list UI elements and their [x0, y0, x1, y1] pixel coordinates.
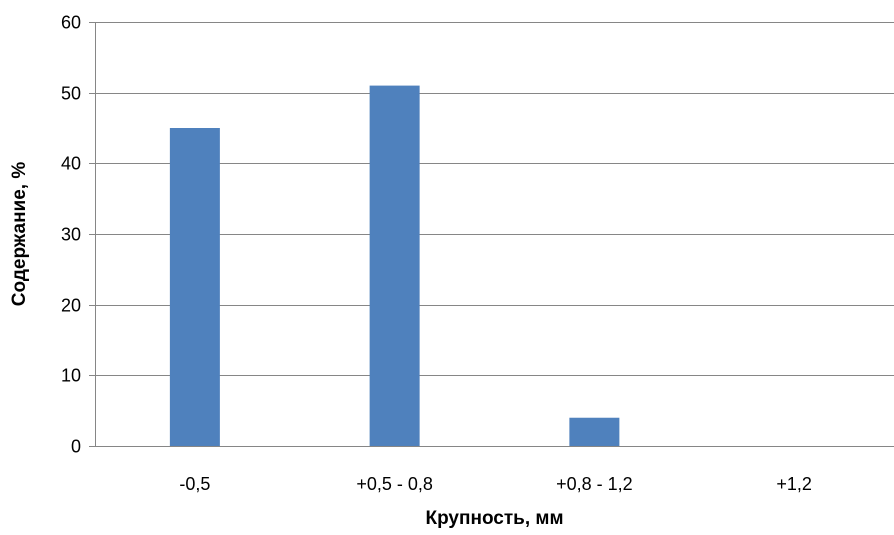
- x-tick-labels: -0,5 +0,5 - 0,8 +0,8 - 1,2 +1,2: [179, 474, 812, 494]
- x-tick-label: +0,5 - 0,8: [356, 474, 433, 494]
- y-tick-label: 50: [61, 84, 81, 104]
- bar: [569, 417, 620, 446]
- axes: [89, 22, 894, 447]
- x-tick-label: +1,2: [776, 474, 812, 494]
- y-tick-label: 10: [61, 366, 81, 386]
- x-axis-title: Крупность, мм: [425, 508, 563, 529]
- x-tick-label: +0,8 - 1,2: [556, 474, 633, 494]
- y-axis-title: Содержание, %: [9, 162, 30, 307]
- bar: [169, 128, 220, 446]
- bar: [369, 85, 420, 446]
- y-tick-label: 0: [71, 437, 81, 457]
- y-tick-labels: 0 10 20 30 40 50 60: [61, 13, 81, 457]
- bars: [169, 85, 620, 446]
- y-tick-label: 60: [61, 13, 81, 33]
- gridlines: [89, 22, 894, 376]
- x-tick-label: -0,5: [179, 474, 210, 494]
- y-tick-label: 40: [61, 154, 81, 174]
- y-tick-label: 20: [61, 296, 81, 316]
- y-tick-label: 30: [61, 225, 81, 245]
